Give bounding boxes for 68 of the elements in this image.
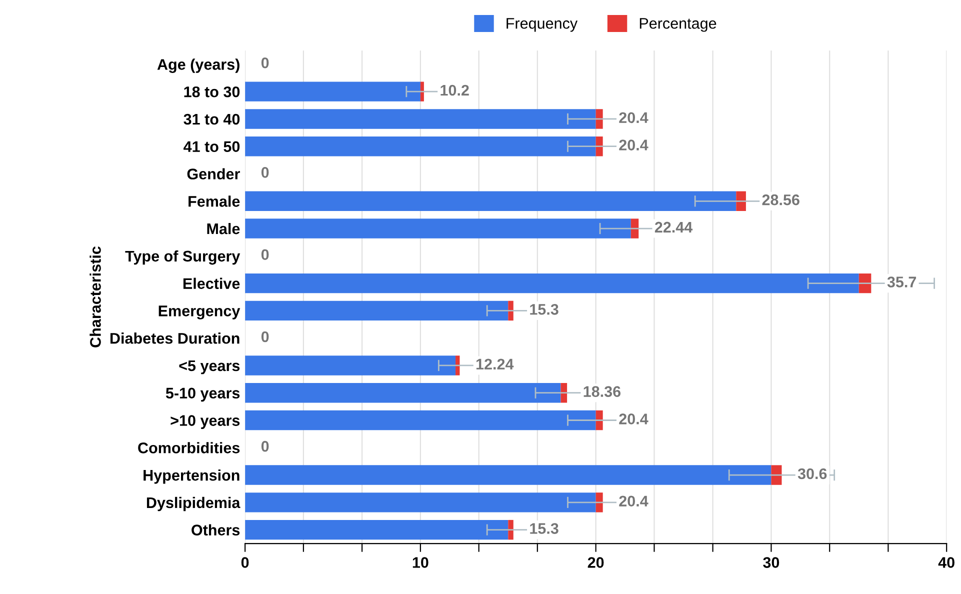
bar	[245, 383, 561, 403]
total-label: 20.4	[619, 414, 648, 424]
total-label: 35.7	[887, 276, 916, 288]
bar	[420, 82, 424, 102]
total-label: 10.2	[440, 84, 469, 96]
y-tick-label: 5-10 years	[166, 388, 240, 402]
total-label: 0	[261, 249, 269, 260]
bar	[245, 82, 420, 102]
bar	[245, 410, 596, 430]
total-label: 30.6	[798, 468, 827, 480]
total-label: 0	[261, 167, 269, 178]
y-tick-label: Comorbidities	[138, 442, 240, 454]
y-axis-title: Characteristic	[90, 246, 101, 348]
y-tick-label: Gender	[187, 168, 240, 180]
bar	[245, 109, 596, 129]
x-tick-label: 40	[938, 557, 954, 568]
total-label: 0	[261, 440, 269, 452]
y-tick-label: 31 to 40	[184, 114, 240, 125]
y-tick-label: Emergency	[158, 306, 240, 320]
total-label: 20.4	[619, 140, 648, 150]
y-tick-label: Age (years)	[157, 58, 240, 73]
y-tick-label: Others	[192, 524, 240, 536]
y-tick-label: Elective	[183, 278, 240, 289]
y-tick-label: <5 years	[179, 360, 240, 374]
bar	[245, 136, 596, 156]
y-tick-label: >10 years	[170, 415, 240, 429]
bar	[245, 300, 508, 321]
y-tick-label: Male	[207, 222, 240, 234]
total-label: 20.4	[619, 112, 648, 124]
y-tick-label: 18 to 30	[184, 86, 240, 98]
bar	[508, 300, 514, 321]
bar	[630, 218, 639, 238]
y-tick-label: Dyslipidemia	[146, 496, 240, 512]
x-tick-label: 30	[763, 557, 780, 568]
bar	[736, 191, 746, 211]
bar	[245, 273, 859, 294]
legend-label: Percentage	[640, 18, 716, 32]
total-label: 28.56	[762, 194, 800, 206]
y-tick-label: Hypertension	[144, 470, 240, 484]
bar	[771, 465, 782, 485]
bar	[245, 356, 456, 376]
y-tick-label: Diabetes Duration	[110, 332, 240, 344]
total-label: 12.24	[476, 358, 514, 370]
y-tick-label: 41 to 50	[184, 141, 240, 152]
bar	[245, 465, 772, 485]
total-label: 20.4	[619, 496, 648, 507]
total-label: 0	[261, 331, 269, 342]
bar	[596, 136, 603, 156]
bar	[245, 492, 596, 512]
total-label: 15.3	[530, 523, 558, 534]
total-label: 0	[261, 57, 269, 68]
bar	[245, 520, 508, 540]
y-tick-label: Type of Surgery	[125, 250, 240, 265]
bar	[508, 520, 514, 540]
total-label: 15.3	[530, 304, 558, 315]
bar	[456, 356, 460, 376]
x-tick-label: 20	[588, 557, 604, 568]
total-label: 18.36	[584, 386, 621, 397]
bar	[596, 492, 603, 512]
total-label: 22.44	[654, 222, 693, 232]
x-tick-label: 0	[241, 557, 249, 568]
x-tick-label: 10	[412, 557, 428, 568]
legend-label: Frequency	[506, 18, 578, 32]
bar	[245, 218, 631, 238]
y-tick-label: Female	[188, 196, 240, 207]
bar	[596, 109, 603, 129]
bar	[245, 191, 736, 211]
bar	[560, 383, 568, 403]
